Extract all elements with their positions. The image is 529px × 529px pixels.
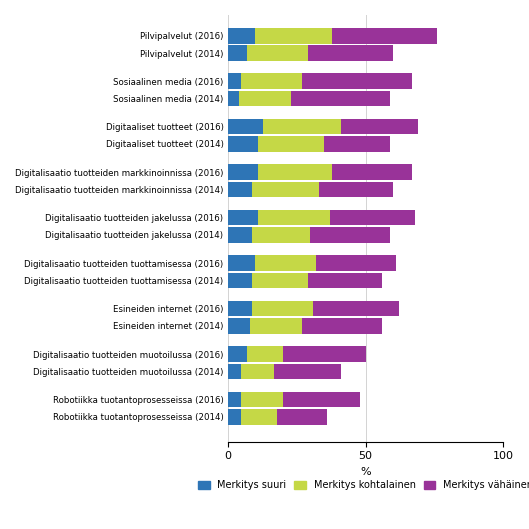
Bar bbox=[250, 318, 302, 334]
Bar bbox=[227, 318, 250, 334]
Bar bbox=[255, 28, 332, 43]
Bar bbox=[252, 272, 307, 288]
Bar bbox=[275, 363, 341, 379]
Bar bbox=[227, 300, 252, 316]
Bar bbox=[282, 391, 360, 407]
Bar bbox=[258, 136, 324, 152]
Bar bbox=[282, 346, 366, 362]
Bar bbox=[227, 363, 241, 379]
Bar bbox=[247, 45, 307, 61]
Bar bbox=[227, 119, 263, 134]
Bar bbox=[291, 90, 390, 106]
Bar bbox=[307, 45, 393, 61]
Bar bbox=[258, 165, 332, 180]
Bar bbox=[227, 74, 241, 89]
Bar bbox=[330, 209, 415, 225]
Bar bbox=[227, 409, 241, 425]
Bar bbox=[247, 346, 282, 362]
Bar bbox=[311, 227, 390, 243]
Bar bbox=[241, 391, 282, 407]
Bar bbox=[307, 272, 382, 288]
Bar bbox=[227, 136, 258, 152]
Bar bbox=[302, 74, 413, 89]
Bar bbox=[332, 165, 413, 180]
Bar bbox=[227, 209, 258, 225]
Bar bbox=[252, 227, 311, 243]
Bar bbox=[313, 300, 399, 316]
Bar bbox=[316, 255, 396, 271]
Bar bbox=[318, 181, 393, 197]
Bar bbox=[241, 363, 275, 379]
Bar bbox=[227, 391, 241, 407]
Bar bbox=[258, 209, 330, 225]
Bar bbox=[227, 90, 239, 106]
Bar bbox=[252, 181, 318, 197]
Bar bbox=[239, 90, 291, 106]
Bar bbox=[277, 409, 327, 425]
Bar bbox=[302, 318, 382, 334]
Bar bbox=[227, 227, 252, 243]
Bar bbox=[227, 28, 255, 43]
Bar bbox=[263, 119, 341, 134]
Legend: Merkitys suuri, Merkitys kohtalainen, Merkitys vähäinen: Merkitys suuri, Merkitys kohtalainen, Me… bbox=[194, 477, 529, 494]
Bar bbox=[255, 255, 316, 271]
Bar bbox=[241, 409, 277, 425]
Bar bbox=[341, 119, 418, 134]
Bar bbox=[227, 255, 255, 271]
Bar bbox=[252, 300, 313, 316]
Bar bbox=[227, 165, 258, 180]
Bar bbox=[324, 136, 390, 152]
X-axis label: %: % bbox=[360, 467, 371, 477]
Bar bbox=[227, 346, 247, 362]
Bar bbox=[227, 45, 247, 61]
Bar bbox=[241, 74, 302, 89]
Bar bbox=[227, 272, 252, 288]
Bar bbox=[227, 181, 252, 197]
Bar bbox=[332, 28, 437, 43]
